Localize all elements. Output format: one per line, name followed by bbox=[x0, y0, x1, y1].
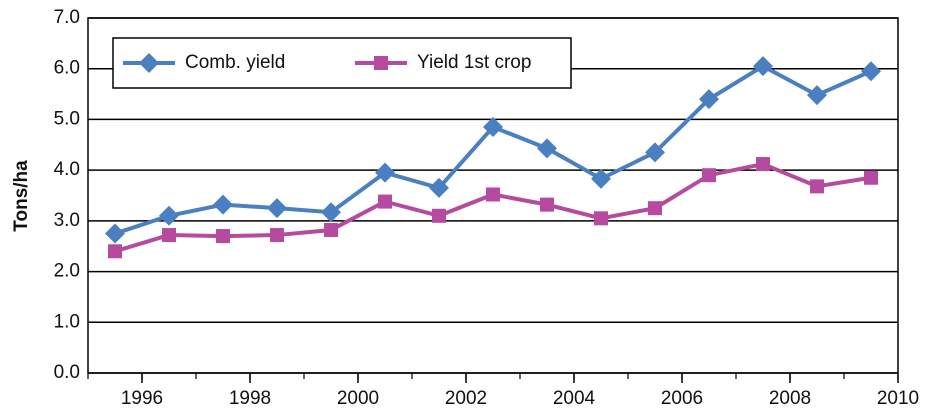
diamond-marker bbox=[537, 138, 557, 159]
square-marker bbox=[162, 228, 176, 243]
y-tick-label: 3.0 bbox=[54, 210, 80, 231]
x-tick-label: 2004 bbox=[553, 388, 596, 409]
square-marker bbox=[108, 244, 122, 259]
diamond-marker bbox=[699, 89, 719, 110]
diamond-marker bbox=[139, 53, 159, 73]
x-tick-label: 2008 bbox=[769, 388, 811, 409]
legend-box bbox=[112, 37, 572, 89]
diamond-marker bbox=[591, 168, 611, 189]
square-marker bbox=[756, 157, 770, 172]
x-tick-label: 2000 bbox=[337, 388, 379, 409]
x-tick-label: 1998 bbox=[229, 388, 271, 409]
square-marker bbox=[324, 222, 338, 237]
square-marker bbox=[810, 179, 824, 194]
diamond-marker bbox=[429, 177, 449, 198]
square-marker bbox=[432, 208, 446, 223]
plot-frame bbox=[87, 17, 899, 374]
legend-label: Yield 1st crop bbox=[417, 52, 531, 73]
diamond-marker bbox=[483, 117, 503, 138]
square-marker bbox=[648, 201, 662, 216]
x-tick-label: 2002 bbox=[445, 388, 487, 409]
legend-label: Comb. yield bbox=[185, 52, 285, 73]
square-marker bbox=[486, 187, 500, 202]
diamond-marker bbox=[213, 194, 233, 215]
square-marker bbox=[270, 228, 284, 243]
y-tick-label: 7.0 bbox=[54, 7, 80, 28]
square-marker bbox=[378, 194, 392, 209]
y-tick-label: 1.0 bbox=[54, 311, 80, 332]
square-marker bbox=[540, 197, 554, 212]
x-tick-label: 2010 bbox=[877, 388, 919, 409]
square-marker bbox=[216, 229, 230, 244]
y-tick-label: 2.0 bbox=[54, 261, 80, 282]
diamond-marker bbox=[375, 162, 395, 183]
diamond-marker bbox=[645, 142, 665, 163]
diamond-marker bbox=[267, 198, 287, 219]
y-tick-label: 5.0 bbox=[54, 108, 80, 129]
diamond-marker bbox=[105, 223, 125, 244]
diamond-marker bbox=[321, 202, 341, 223]
square-marker bbox=[702, 168, 716, 183]
y-tick-label: 6.0 bbox=[54, 58, 80, 79]
square-marker bbox=[864, 170, 878, 185]
y-tick-label: 4.0 bbox=[54, 159, 80, 180]
square-marker bbox=[374, 56, 388, 70]
square-marker bbox=[594, 211, 608, 226]
diamond-marker bbox=[807, 85, 827, 106]
y-axis-label: Tons/ha bbox=[11, 160, 32, 232]
diamond-marker bbox=[861, 61, 881, 82]
y-tick-label: 0.0 bbox=[54, 362, 80, 383]
x-tick-label: 1996 bbox=[121, 388, 163, 409]
diamond-marker bbox=[753, 56, 773, 77]
diamond-marker bbox=[159, 205, 179, 226]
x-tick-label: 2006 bbox=[661, 388, 703, 409]
